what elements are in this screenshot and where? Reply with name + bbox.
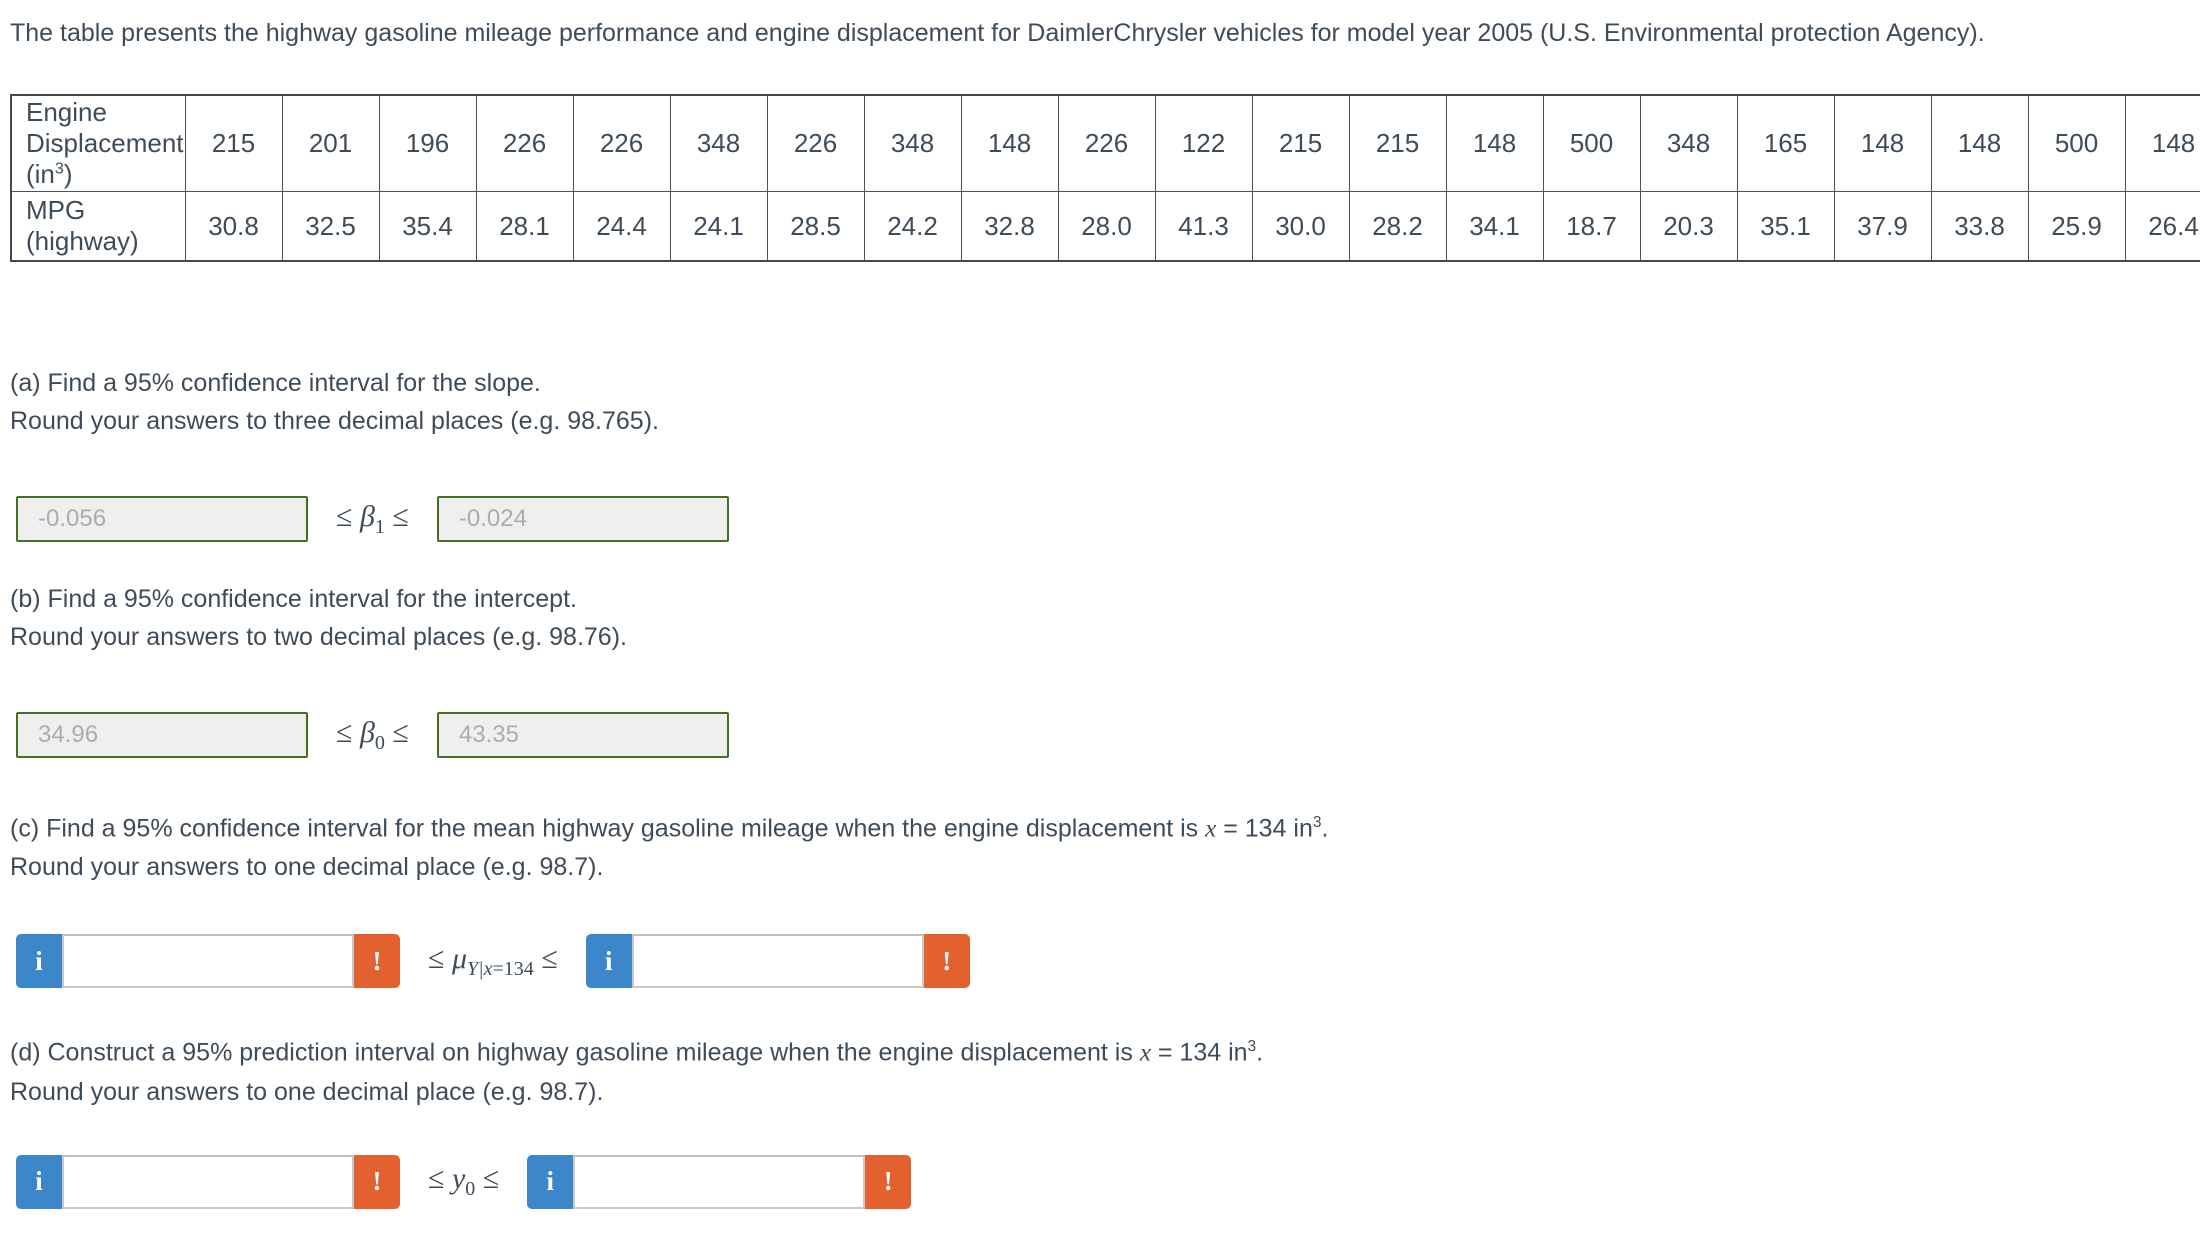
variable-x: x <box>1139 1039 1151 1067</box>
info-button[interactable]: i <box>527 1154 574 1209</box>
table-cell: 20.3 <box>1639 191 1738 262</box>
cubic-inch-superscript: 3 <box>54 159 64 178</box>
part-a-upper-input[interactable] <box>436 496 729 542</box>
part-c: (c) Find a 95% confidence interval for t… <box>10 804 2190 989</box>
part-a-instruction: Round your answers to three decimal plac… <box>10 407 659 435</box>
table-cell: 122 <box>1154 94 1253 192</box>
alert-button[interactable]: ! <box>354 934 400 989</box>
variable-x: x <box>1205 815 1217 843</box>
cubic-inch-superscript: 3 <box>1312 814 1322 831</box>
part-d-answer-row: i ! ≤ y0 ≤ i ! <box>16 1154 2190 1209</box>
table-cell: 28.0 <box>1057 191 1156 262</box>
table-cell: 148 <box>1833 94 1932 192</box>
table-cell: 148 <box>2124 94 2200 192</box>
table-cell: 201 <box>281 94 380 192</box>
table-cell: 30.0 <box>1251 191 1350 262</box>
table-cell: 25.9 <box>2027 191 2126 262</box>
part-c-relation-label: ≤ μY|x=134 ≤ <box>428 941 558 980</box>
row-mpg-label: MPG (highway) <box>10 191 186 262</box>
part-b: (b) Find a 95% confidence interval for t… <box>10 580 2190 758</box>
part-a: (a) Find a 95% confidence interval for t… <box>10 364 2190 542</box>
part-d-instruction: Round your answers to one decimal place … <box>10 1077 604 1106</box>
table-cell: 34.1 <box>1445 191 1544 262</box>
part-c-lower-group: i ! <box>16 934 400 989</box>
table-cell: 35.1 <box>1736 191 1835 262</box>
table-cell: 348 <box>1639 94 1738 192</box>
part-b-upper-input[interactable] <box>436 712 729 758</box>
table-cell: 348 <box>669 94 768 192</box>
part-b-lower-input[interactable] <box>16 712 308 758</box>
alert-button[interactable]: ! <box>865 1154 912 1209</box>
table-cell: 215 <box>1251 94 1350 192</box>
table-cell: 148 <box>1930 94 2029 192</box>
alert-button[interactable]: ! <box>354 1154 400 1209</box>
table-cell: 196 <box>378 94 477 192</box>
part-a-answer-row: ≤ β1 ≤ <box>16 496 2190 542</box>
part-c-answer-row: i ! ≤ μY|x=134 ≤ i ! <box>16 934 2190 989</box>
table-cell: 215 <box>184 94 283 192</box>
table-cell: 500 <box>1542 94 1641 192</box>
table-cell: 226 <box>766 94 865 192</box>
table-cell: 37.9 <box>1833 191 1932 262</box>
table-cell: 24.4 <box>572 191 671 262</box>
part-d-question: (d) Construct a 95% prediction interval … <box>10 1038 1264 1067</box>
table-cell: 35.4 <box>378 191 477 262</box>
row-displacement: Engine Displacement (in3) 215 201 196 226 22… <box>10 94 2200 192</box>
part-c-upper-input[interactable] <box>631 934 924 989</box>
table-cell: 32.5 <box>281 191 380 262</box>
table-cell: 41.3 <box>1154 191 1253 262</box>
part-b-relation-label: ≤ β0 ≤ <box>336 715 409 754</box>
data-table: Engine Displacement (in3) 215 201 196 226 22… <box>10 94 2200 262</box>
table-cell: 226 <box>475 94 574 192</box>
table-cell: 226 <box>572 94 671 192</box>
table-cell: 215 <box>1348 94 1447 192</box>
part-d-upper-group: i ! <box>527 1154 912 1209</box>
part-a-relation-label: ≤ β1 ≤ <box>336 499 409 538</box>
table-cell: 500 <box>2027 94 2126 192</box>
cubic-inch-superscript: 3 <box>1247 1038 1257 1056</box>
info-button[interactable]: i <box>16 934 62 989</box>
part-c-instruction: Round your answers to one decimal place … <box>10 853 604 882</box>
table-cell: 165 <box>1736 94 1835 192</box>
part-c-upper-group: i ! <box>585 934 970 989</box>
part-a-lower-input[interactable] <box>16 496 308 542</box>
part-b-answer-row: ≤ β0 ≤ <box>16 712 2190 758</box>
table-cell: 33.8 <box>1930 191 2029 262</box>
row-displacement-label: Engine Displacement (in3) <box>10 94 186 192</box>
part-d-lower-group: i ! <box>16 1154 400 1209</box>
table-cell: 18.7 <box>1542 191 1641 262</box>
info-button[interactable]: i <box>585 934 632 989</box>
table-cell: 28.5 <box>766 191 865 262</box>
table-cell: 24.1 <box>669 191 768 262</box>
table-cell: 30.8 <box>184 191 283 262</box>
row-mpg: MPG (highway) 30.8 32.5 35.4 28.1 24.4 24.1 28… <box>10 191 2200 262</box>
part-d: (d) Construct a 95% prediction interval … <box>10 1028 2190 1209</box>
part-c-question: (c) Find a 95% confidence interval for t… <box>10 814 1329 843</box>
part-c-lower-input[interactable] <box>62 934 354 989</box>
table-cell: 28.1 <box>475 191 574 262</box>
part-b-question: (b) Find a 95% confidence interval for t… <box>10 585 577 613</box>
table-cell: 24.2 <box>863 191 962 262</box>
table-cell: 348 <box>863 94 962 192</box>
part-d-upper-input[interactable] <box>573 1154 866 1209</box>
table-cell: 148 <box>960 94 1059 192</box>
table-cell: 32.8 <box>960 191 1059 262</box>
part-a-question: (a) Find a 95% confidence interval for t… <box>10 369 541 397</box>
table-cell: 226 <box>1057 94 1156 192</box>
info-button[interactable]: i <box>16 1154 62 1209</box>
table-cell: 148 <box>1445 94 1544 192</box>
problem-statement: The table presents the highway gasoline … <box>10 19 1985 47</box>
part-b-instruction: Round your answers to two decimal places… <box>10 623 627 651</box>
part-d-relation-label: ≤ y0 ≤ <box>428 1162 500 1201</box>
part-d-lower-input[interactable] <box>62 1154 354 1209</box>
table-cell: 26.4 <box>2124 191 2200 262</box>
alert-button[interactable]: ! <box>923 934 970 989</box>
table-cell: 28.2 <box>1348 191 1447 262</box>
